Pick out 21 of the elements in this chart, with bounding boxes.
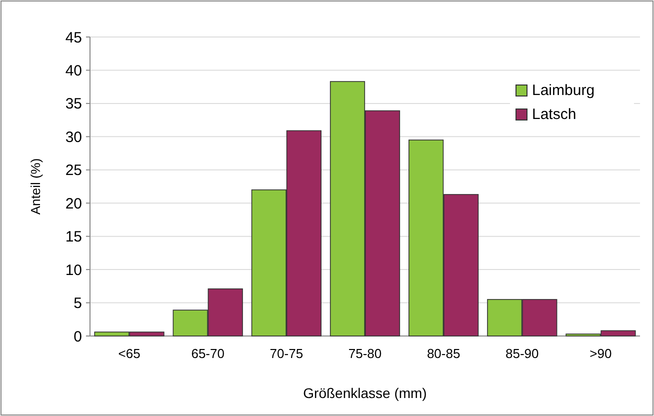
legend-label: Laimburg bbox=[532, 82, 595, 99]
y-tick-label: 30 bbox=[65, 128, 82, 146]
y-tick-label: 5 bbox=[74, 295, 82, 312]
x-tick-label: 65-70 bbox=[191, 346, 224, 361]
y-tick-label: 40 bbox=[65, 62, 82, 80]
x-tick-label: 75-80 bbox=[348, 346, 382, 361]
x-axis-title: Größenklasse (mm) bbox=[303, 385, 427, 401]
y-tick-label: 25 bbox=[65, 162, 82, 180]
y-tick-label: 10 bbox=[65, 262, 82, 279]
y-tick-label: 35 bbox=[65, 96, 82, 113]
x-tick-label: 85-90 bbox=[506, 346, 539, 361]
y-axis-title: Anteil (%) bbox=[28, 158, 43, 215]
y-tick-label: 0 bbox=[74, 328, 82, 346]
y-tick-label: 15 bbox=[65, 228, 82, 246]
y-tick-label: 45 bbox=[65, 29, 82, 46]
x-tick-label: <65 bbox=[118, 346, 140, 361]
x-tick-label: 70-75 bbox=[270, 346, 304, 361]
y-tick-label: 20 bbox=[65, 195, 82, 212]
legend-label: Latsch bbox=[532, 106, 576, 123]
x-tick-label: >90 bbox=[590, 346, 612, 361]
x-tick-label: 80-85 bbox=[426, 346, 460, 361]
